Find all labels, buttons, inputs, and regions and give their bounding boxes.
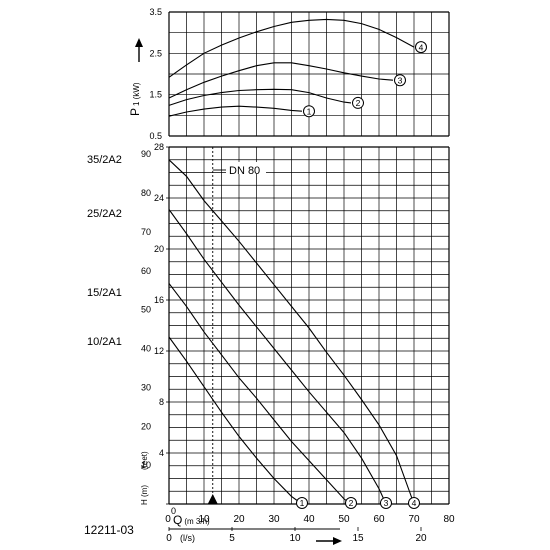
q-tick-label: 70 (408, 514, 420, 525)
feet-tick-label: 60 (141, 266, 151, 276)
q-axis-title: Q (m 3/h) (173, 513, 210, 527)
ls-tick-label: 15 (352, 533, 364, 544)
x-direction-arrow-head (333, 537, 342, 545)
power-curve-number-4: 4 (419, 42, 424, 52)
svg-text:P1 (kW): P 1 (kW) (128, 82, 142, 116)
h-axis-label: H (m) (140, 485, 149, 505)
p1-tick-label: 0.5 (149, 131, 162, 141)
p1-axis-letter: P (128, 108, 142, 116)
pump-label-35-2a2: 35/2A2 (87, 154, 122, 166)
h-tick-label: 8 (159, 397, 164, 407)
q-axis-letter: Q (173, 513, 182, 527)
ls-tick-label: 10 (289, 533, 301, 544)
dn80-marker-triangle (207, 494, 218, 504)
q-tick-label: 80 (443, 514, 455, 525)
head-curve-3 (168, 209, 387, 505)
h-tick-label: 20 (154, 244, 164, 254)
pump-label-15-2a1: 15/2A1 (87, 287, 122, 299)
q-tick-label: 10 (198, 514, 210, 525)
feet-axis-label: (feet) (140, 451, 149, 470)
q-tick-label: 20 (233, 514, 245, 525)
p1-axis-unit: 1 (kW) (132, 82, 141, 106)
head-curve-number-2: 2 (349, 498, 354, 508)
feet-tick-label: 50 (141, 305, 151, 315)
head-curve-1 (168, 336, 303, 505)
feet-tick-label: 80 (141, 188, 151, 198)
dn80-annotation: DN 80 (229, 165, 260, 177)
h-axis-title: H (m) (140, 485, 149, 505)
head-curve-number-3: 3 (384, 498, 389, 508)
power-curve-1 (168, 105, 303, 117)
feet-tick-label: 70 (141, 227, 151, 237)
h-tick-label: 28 (154, 142, 164, 152)
head-curve-marker-3 (380, 497, 392, 509)
ls-tick-label: 5 (229, 533, 235, 544)
head-curve-marker-2 (345, 497, 357, 509)
p1-axis-title: P 1 (kW) (128, 82, 142, 116)
head-curve-4 (168, 159, 415, 505)
head-curves: 1 2 3 4 (168, 159, 420, 509)
q-tick-label: 50 (338, 514, 350, 525)
power-curves: 1 2 3 4 (168, 18, 427, 118)
head-curve-marker-4 (408, 497, 420, 509)
ls-tick-label: 20 (415, 533, 427, 544)
pump-label-10-2a1: 10/2A1 (87, 336, 122, 348)
p1-tick-label: 1.5 (149, 90, 162, 100)
ls-tick-label: 0 (166, 533, 172, 544)
h-tick-label: 24 (154, 193, 164, 203)
q-tick-label: 40 (303, 514, 315, 525)
feet-tick-label: 20 (141, 421, 151, 431)
h-tick-label: 12 (154, 346, 164, 356)
q-tick-label: 30 (268, 514, 280, 525)
q-tick-label: 0 (165, 514, 171, 525)
power-curve-marker-3 (394, 74, 406, 87)
pump-label-25-2a2: 25/2A2 (87, 208, 122, 220)
head-curve-2 (168, 283, 352, 505)
power-curve-number-3: 3 (398, 75, 403, 85)
feet-tick-label: 40 (141, 344, 151, 354)
head-chart-grid (168, 146, 450, 505)
h-tick-label: 16 (154, 295, 164, 305)
ls-axis-title: (l/s) (180, 533, 195, 543)
head-curve-number-4: 4 (412, 498, 417, 508)
q-axis-unit: (m 3/h) (184, 517, 210, 526)
h-tick-label: 4 (159, 448, 164, 458)
q-tick-label: 60 (373, 514, 385, 525)
power-curve-2 (168, 88, 352, 106)
feet-tick-label: 10 (141, 460, 151, 470)
power-chart-grid (168, 11, 450, 137)
feet-tick-label: 90 (141, 149, 151, 159)
p1-tick-label: 3.5 (149, 7, 162, 17)
power-curve-number-1: 1 (307, 106, 312, 116)
power-curve-4 (168, 18, 415, 78)
h-tick-label: 0 (171, 506, 176, 516)
chart-decorations (135, 38, 342, 545)
dn80-label-background (226, 162, 266, 174)
power-curve-number-2: 2 (356, 98, 361, 108)
power-curve-marker-2 (352, 96, 364, 109)
p1-direction-arrow-head (135, 38, 143, 47)
power-curve-marker-4 (415, 41, 427, 54)
power-curve-3 (168, 62, 394, 99)
power-curve-marker-1 (303, 105, 315, 118)
axis-ticks: 0.51.52.53.50481216202428102030405060708… (141, 7, 455, 544)
feet-tick-label: 30 (141, 382, 151, 392)
figure-id: 12211-03 (84, 523, 134, 537)
head-curve-marker-1 (296, 497, 308, 509)
p1-tick-label: 2.5 (149, 48, 162, 58)
feet-axis-title: (feet) (140, 451, 149, 470)
head-curve-number-1: 1 (300, 498, 305, 508)
